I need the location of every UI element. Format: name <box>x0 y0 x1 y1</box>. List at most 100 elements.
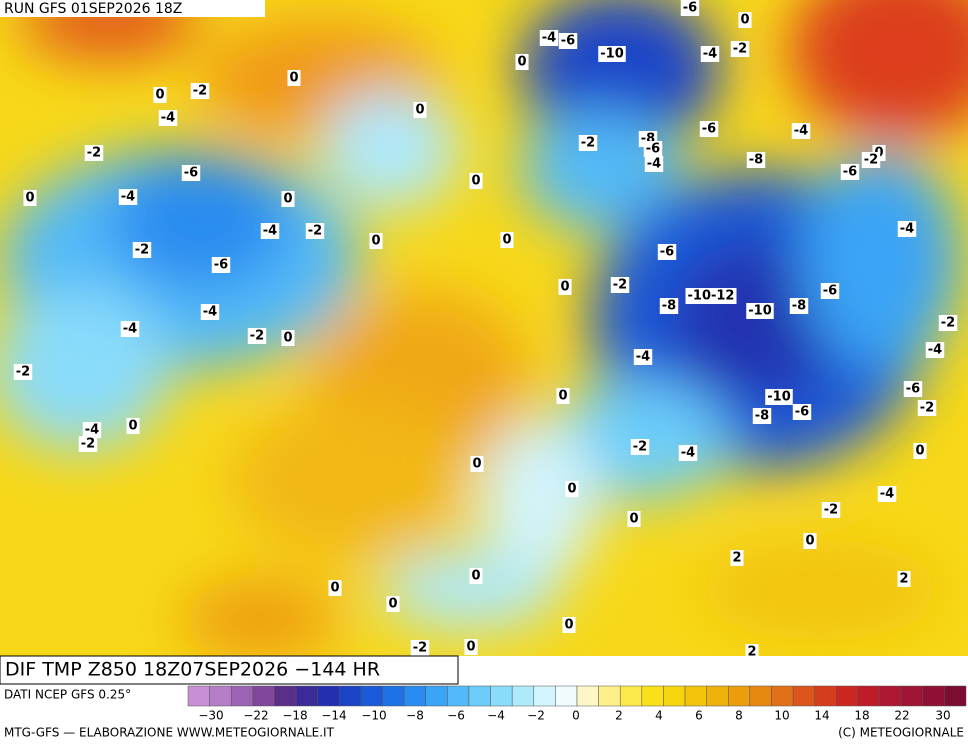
contour-label-bg <box>913 443 927 459</box>
contour-label-bg <box>126 418 140 434</box>
contour-label-bg <box>132 242 152 258</box>
contour-label-bg <box>877 486 897 502</box>
colorbar-swatch <box>511 685 535 707</box>
contour-label-bg <box>678 445 698 461</box>
colorbar-swatch <box>728 685 751 707</box>
contour-label-bg <box>630 439 650 455</box>
colorbar-swatch <box>274 685 297 707</box>
colorbar-label: 0 <box>572 709 580 723</box>
colorbar-label: 18 <box>854 709 869 723</box>
contour-label-bg <box>820 283 840 299</box>
contour-label-bg <box>84 145 104 161</box>
contour-label-bg <box>13 364 33 380</box>
contour-label-bg <box>610 277 630 293</box>
contour-label-bg <box>659 298 679 314</box>
contour-label-bg <box>565 481 579 497</box>
colorbar-label: 2 <box>615 709 623 723</box>
contour-label-bg <box>803 533 817 549</box>
contour-label: -4 <box>928 343 942 358</box>
contour-label-bg <box>120 321 140 337</box>
contour-label: -10-12 <box>688 289 735 304</box>
contour-label-bg <box>903 381 923 397</box>
contour-label-bg <box>558 33 578 49</box>
contour-labels: -60-4-6-10-4-200-200-4-8-6-6-4-2-2-4-80-… <box>13 0 958 660</box>
contour-label: -2 <box>16 365 30 380</box>
contour-label-bg <box>791 123 811 139</box>
contour-label: -2 <box>613 278 627 293</box>
contour-label: 0 <box>502 233 511 248</box>
contour-label: -6 <box>795 405 809 420</box>
contour-label: -4 <box>681 446 695 461</box>
contour-label: -4 <box>703 47 717 62</box>
contour-label-bg <box>153 87 167 103</box>
contour-label-bg <box>386 596 400 612</box>
contour-label-bg <box>413 102 427 118</box>
panel-title: DIF TMP Z850 18Z07SEP2026 −144 HR <box>5 659 380 681</box>
contour-label: -4 <box>203 305 217 320</box>
contour-label-bg <box>792 404 812 420</box>
contour-label: -6 <box>660 245 674 260</box>
colorbar-swatch <box>382 685 405 707</box>
contour-label: -2 <box>250 329 264 344</box>
contour-label-bg <box>644 156 664 172</box>
contour-label: 2 <box>747 645 756 660</box>
contour-label-bg <box>500 232 514 248</box>
colorbar-swatch <box>771 685 794 707</box>
contour-label-bg <box>118 189 138 205</box>
colorbar-swatch <box>360 685 383 707</box>
contour-label-bg <box>78 436 98 452</box>
contour-label-bg <box>897 221 917 237</box>
contour-label-bg <box>861 152 881 168</box>
contour-label: -8 <box>755 409 769 424</box>
contour-label: -4 <box>121 190 135 205</box>
run-title: RUN GFS 01SEP2026 18Z <box>4 1 182 17</box>
contour-label: 0 <box>415 103 424 118</box>
header-box <box>0 0 265 17</box>
contour-label-bg <box>539 30 559 46</box>
contour-label: -2 <box>81 437 95 452</box>
contour-label: 0 <box>472 457 481 472</box>
contour-label: 2 <box>732 551 741 566</box>
colorbar-swatch <box>533 685 556 707</box>
contour-label-bg <box>680 0 700 16</box>
contour-label: 0 <box>805 534 814 549</box>
colorbar-label: 22 <box>894 709 909 723</box>
colorbar-label: −10 <box>361 709 386 723</box>
contour-label: -8 <box>792 299 806 314</box>
contour-label-bg <box>917 400 937 416</box>
contour-label-bg <box>700 46 720 62</box>
contour-label-bg <box>730 550 744 566</box>
contour-label: -2 <box>864 153 878 168</box>
colorbar-swatch <box>663 685 686 707</box>
colorbar-swatch <box>230 685 254 707</box>
copyright: (C) METEOGIORNALE <box>838 726 964 740</box>
contour-label-bg <box>897 571 911 587</box>
contour-label-bg <box>562 617 576 633</box>
colorbar-label: 4 <box>655 709 663 723</box>
colorbar-label: −18 <box>282 709 307 723</box>
colorbar-label: 6 <box>695 709 703 723</box>
contour-label-bg <box>643 141 663 157</box>
colorbar-label: 10 <box>774 709 789 723</box>
contour-label-bg <box>369 233 383 249</box>
contour-label: 0 <box>371 234 380 249</box>
colorbar-swatch <box>187 685 210 707</box>
contour-label-bg <box>821 502 841 518</box>
colorbar-swatch <box>295 685 318 707</box>
contour-label: -2 <box>87 146 101 161</box>
colorbar: −30 −22 −18 −14 −10 −8 −6 −4 −2 0 2 4 6 8 10 14 18 22 30 <box>187 685 967 723</box>
contour-label-bg <box>82 422 102 438</box>
contour-label-bg <box>281 330 295 346</box>
colorbar-label: −2 <box>527 709 545 723</box>
contour-label-bg <box>556 388 570 404</box>
colorbar-swatch <box>944 685 967 707</box>
colorbar-swatch <box>555 685 578 707</box>
contour-label-bg <box>181 165 201 181</box>
contour-label: -4 <box>85 423 99 438</box>
contour-label: 0 <box>567 482 576 497</box>
colorbar-swatch <box>252 685 275 707</box>
colorbar-label: −6 <box>447 709 465 723</box>
contour-label: -2 <box>920 401 934 416</box>
colorbar-label: 8 <box>735 709 743 723</box>
contour-label-bg <box>730 41 750 57</box>
